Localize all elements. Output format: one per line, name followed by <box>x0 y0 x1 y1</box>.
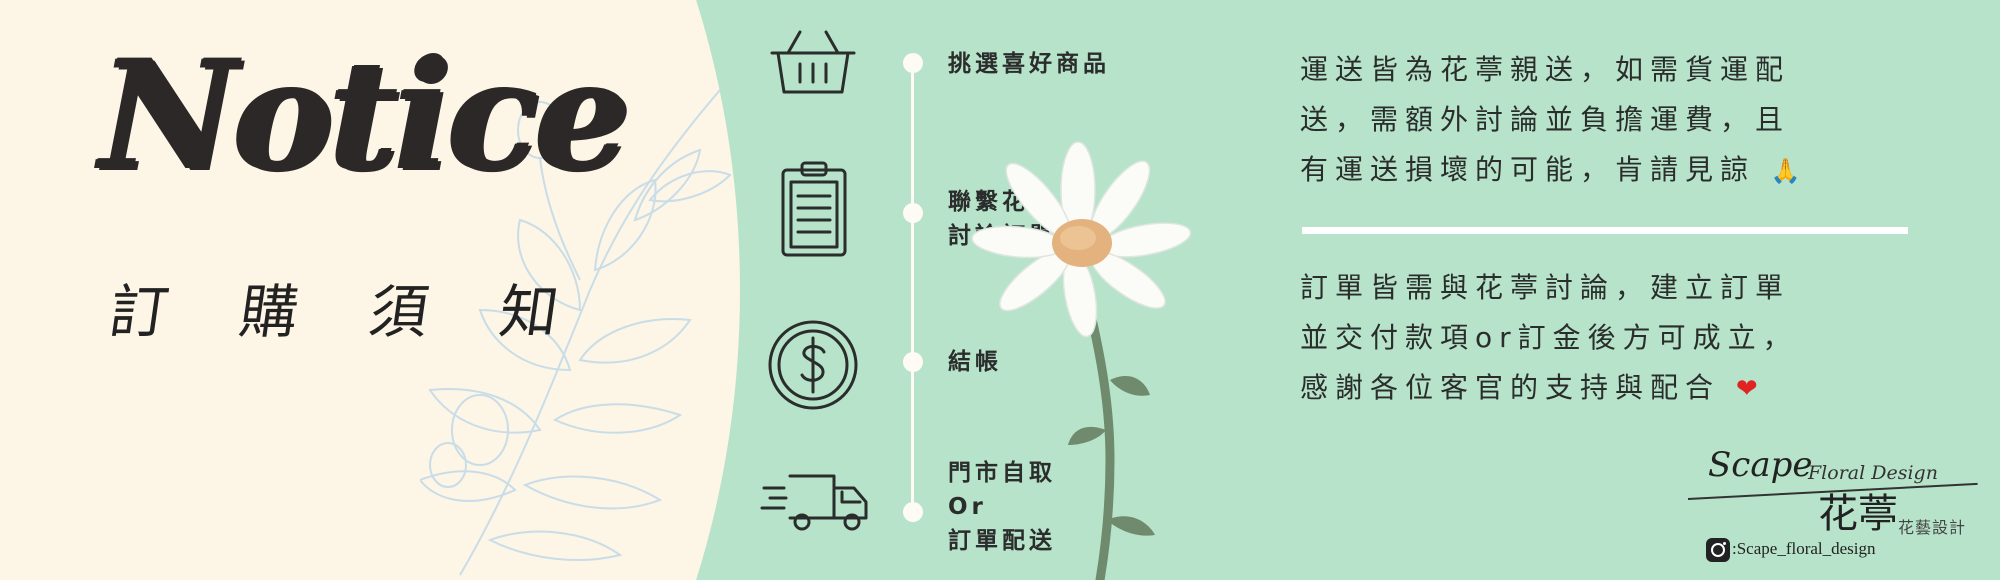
order-note-line-3: 感謝各位客官的支持與配合 ❤ <box>1300 363 1798 414</box>
delivery-truck-icon <box>760 474 868 531</box>
order-notice-subtitle: 訂購須知 <box>105 278 635 346</box>
delivery-note-text: 有運送損壞的可能，肯請見諒 <box>1300 153 1756 186</box>
dollar-coin-icon <box>768 320 858 410</box>
heart-icon: ❤ <box>1735 374 1758 404</box>
praying-hands-icon: 🙏 <box>1770 157 1801 185</box>
step-checkout: 結帳 <box>948 349 1002 375</box>
clipboard-icon <box>781 161 847 257</box>
instagram-icon <box>1706 538 1730 562</box>
delivery-note-line-3: 有運送損壞的可能，肯請見諒 🙏 <box>1300 145 1801 196</box>
basket-icon <box>770 30 856 94</box>
timeline-dot <box>903 53 923 73</box>
notice-title: Notice <box>100 27 630 203</box>
order-note-line: 訂單皆需與花葶討論，建立訂單 <box>1300 271 1791 304</box>
order-note-line: 並交付款項or訂金後方可成立， <box>1300 321 1798 354</box>
timeline-dot <box>903 203 923 223</box>
order-note-text: 感謝各位客官的支持與配合 <box>1300 371 1721 404</box>
instagram-handle: :Scape_floral_design <box>1732 539 1876 558</box>
timeline-dot <box>903 352 923 372</box>
delivery-note-line: 運送皆為花葶親送，如需貨運配 <box>1300 53 1791 86</box>
delivery-note: 運送皆為花葶親送，如需貨運配 送，需額外討論並負擔運費，且 有運送損壞的可能，肯… <box>1300 45 1801 196</box>
cream-panel <box>0 0 740 580</box>
daisy-flower-illustration <box>971 141 1192 580</box>
section-divider <box>1302 227 1908 234</box>
brand-chinese-tagline: 花藝設計 <box>1898 518 1967 537</box>
order-note: 訂單皆需與花葶討論，建立訂單 並交付款項or訂金後方可成立， 感謝各位客官的支持… <box>1300 263 1798 414</box>
step-pickup-or-delivery: 門市自取 Or 訂單配送 <box>948 460 1056 554</box>
brand-script-name: Scape <box>1708 445 1813 485</box>
brand-chinese-name: 花葶 <box>1818 491 1898 537</box>
timeline-dot <box>903 502 923 522</box>
timeline-line <box>911 60 914 515</box>
delivery-note-line: 送，需額外討論並負擔運費，且 <box>1300 103 1791 136</box>
brand-script-tagline: Floral Design <box>1808 462 1938 484</box>
step-select-products: 挑選喜好商品 <box>948 51 1110 77</box>
leaf-branch-illustration <box>420 89 732 576</box>
